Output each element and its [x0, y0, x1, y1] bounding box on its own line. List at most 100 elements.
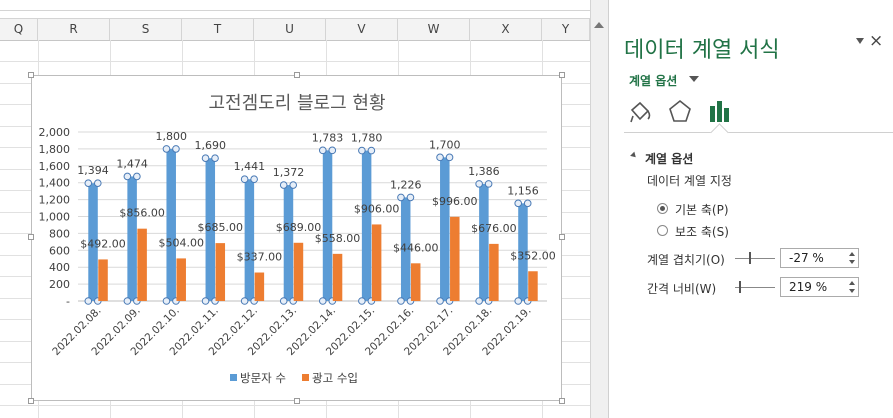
series-overlap-spinner[interactable]: -27 %	[780, 248, 859, 268]
effects-icon[interactable]	[667, 98, 693, 126]
bar-visitors	[205, 158, 216, 301]
bar-ad-revenue	[98, 259, 108, 301]
chart-resize-handle[interactable]	[28, 234, 34, 240]
y-tick-label: 1,800	[39, 143, 71, 156]
bar-ad-revenue	[332, 253, 343, 301]
legend-label-ad-revenue: 광고 수입	[312, 371, 358, 385]
bar-ad-revenue	[371, 224, 382, 301]
series-options-icon[interactable]	[707, 98, 733, 126]
data-label-visitors: 1,800	[155, 130, 187, 143]
selection-handle	[318, 297, 327, 305]
chart-resize-handle[interactable]	[294, 72, 300, 78]
primary-axis-label[interactable]: 기본 축(P)	[675, 203, 729, 217]
selection-handle	[358, 297, 366, 305]
data-label-visitors: 1,441	[234, 160, 266, 173]
gap-width-spinner[interactable]: 219 %	[780, 277, 859, 297]
chart-resize-handle[interactable]	[28, 398, 34, 404]
data-label-visitors: 1,386	[468, 165, 500, 178]
y-tick-label: 600	[49, 244, 70, 257]
chart-object[interactable]: 고전겜도리 블로그 현황 - 200 400 600 800 1,000 1,200 1,40…	[31, 75, 562, 401]
bar-ad-revenue	[293, 242, 304, 301]
data-label-ad-revenue: $504.00	[158, 236, 204, 249]
gridlines	[78, 131, 547, 302]
data-label-ad-revenue: $558.00	[315, 232, 361, 245]
data-label-ad-revenue: $685.00	[198, 221, 244, 234]
series-options-dropdown[interactable]: 계열 옵션	[629, 74, 678, 88]
legend-swatch-ad-revenue	[302, 374, 309, 381]
selection-handle	[162, 297, 171, 305]
spin-up-icon[interactable]	[849, 252, 855, 256]
column-header-q[interactable]: Q	[0, 19, 38, 40]
column-header-y[interactable]: Y	[542, 19, 590, 40]
column-header-w[interactable]: W	[398, 19, 470, 40]
bar-ad-revenue	[215, 243, 226, 301]
column-header-r[interactable]: R	[38, 19, 110, 40]
selection-handle	[436, 153, 444, 162]
chart-legend: 방문자 수 광고 수입	[230, 371, 358, 385]
bar-visitors	[322, 150, 333, 301]
data-label-visitors: 1,474	[116, 157, 148, 170]
data-label-ad-revenue: $352.00	[510, 249, 556, 262]
column-header-u[interactable]: U	[254, 19, 326, 40]
close-icon[interactable]: ×	[869, 31, 884, 51]
column-header-t[interactable]: T	[182, 19, 254, 40]
column-header-v[interactable]: V	[326, 19, 398, 40]
selection-handle	[397, 193, 405, 202]
y-tick-label: 200	[49, 278, 70, 291]
spin-down-icon[interactable]	[849, 260, 855, 264]
y-tick-label: 800	[49, 227, 70, 240]
series-overlap-slider[interactable]	[735, 258, 775, 259]
column-header-x[interactable]: X	[470, 19, 542, 40]
bar-ad-revenue	[450, 216, 460, 301]
gap-width-value[interactable]: 219 %	[789, 280, 828, 294]
y-tick-label: 1,400	[39, 177, 71, 190]
spin-up-icon[interactable]	[849, 281, 855, 285]
y-tick-label: 1,000	[39, 211, 71, 224]
data-label-ad-revenue: $446.00	[393, 241, 439, 254]
selection-handle	[279, 181, 288, 189]
primary-axis-radio[interactable]	[657, 203, 668, 214]
chevron-down-icon[interactable]	[689, 76, 699, 82]
series-overlap-label: 계열 겹치기(O)	[647, 253, 725, 267]
bar-visitors	[440, 157, 450, 301]
chart-resize-handle[interactable]	[28, 72, 34, 78]
gap-width-slider[interactable]	[735, 287, 775, 288]
selection-handle	[123, 172, 132, 181]
data-label-ad-revenue: $337.00	[237, 251, 283, 264]
chart-resize-handle[interactable]	[559, 398, 565, 404]
chart-title[interactable]: 고전겜도리 블로그 현황	[208, 93, 385, 114]
collapse-triangle-icon[interactable]	[630, 151, 638, 160]
vertical-scrollbar[interactable]	[590, 0, 608, 418]
bar-ad-revenue	[176, 258, 186, 301]
selection-handle	[84, 179, 93, 188]
section-header-series-options[interactable]: 계열 옵션	[645, 152, 694, 166]
secondary-axis-label[interactable]: 보조 축(S)	[675, 225, 729, 239]
grid-row-line	[0, 61, 590, 62]
data-label-ad-revenue: $856.00	[119, 207, 165, 220]
data-label-visitors: 1,780	[351, 132, 383, 145]
column-header-row: Q R S T U V W X Y	[0, 18, 590, 41]
column-header-s[interactable]: S	[110, 19, 182, 40]
fill-line-icon[interactable]	[627, 98, 653, 126]
selection-handle	[514, 297, 523, 305]
chart-resize-handle[interactable]	[559, 234, 565, 240]
selection-handle	[484, 180, 493, 188]
bar-visitors	[88, 183, 98, 301]
secondary-axis-radio[interactable]	[657, 225, 668, 236]
series-overlap-value[interactable]: -27 %	[789, 251, 824, 265]
chart-resize-handle[interactable]	[559, 72, 565, 78]
pane-options-dropdown-icon[interactable]	[856, 38, 864, 44]
data-label-ad-revenue: $492.00	[80, 237, 126, 250]
spin-down-icon[interactable]	[849, 289, 855, 293]
x-axis-ticks: 2022.02.08.2022.02.09.2022.02.10.2022.02…	[50, 305, 533, 358]
selection-handle	[406, 193, 415, 202]
scroll-up-arrow-icon[interactable]	[594, 22, 604, 28]
data-label-ad-revenue: $906.00	[354, 202, 400, 215]
selection-handle	[445, 153, 454, 162]
bar-visitors	[479, 183, 489, 301]
gap-width-thumb[interactable]	[739, 281, 741, 293]
series-overlap-thumb[interactable]	[749, 252, 751, 264]
data-label-ad-revenue: $689.00	[276, 221, 322, 234]
chart-resize-handle[interactable]	[294, 398, 300, 404]
data-label-visitors: 1,690	[195, 139, 227, 152]
